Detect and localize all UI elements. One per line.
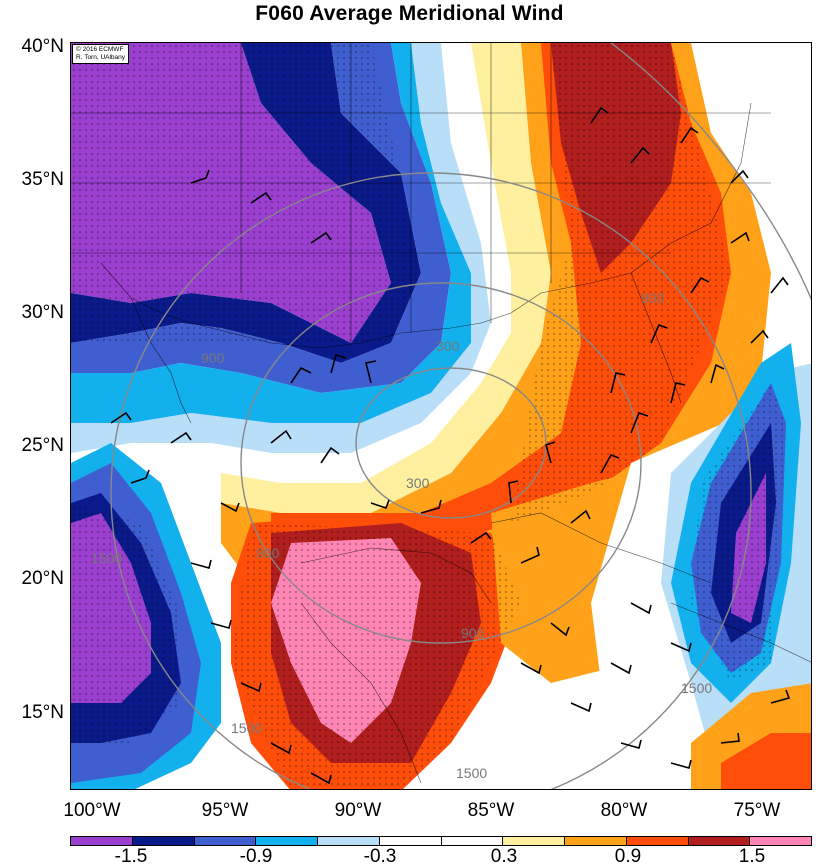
contour-label: 1500 <box>681 680 712 696</box>
colorbar-swatch <box>318 837 380 845</box>
colorbar-swatch <box>688 837 751 845</box>
colorbar-label: 0.3 <box>490 846 518 867</box>
colorbar-label: 1.5 <box>738 846 766 867</box>
lon-label: 85°W <box>467 800 515 821</box>
colorbar-swatch <box>626 837 689 845</box>
contour-label: 300 <box>406 475 430 491</box>
political-boundaries <box>71 43 811 784</box>
colorbar-label: -0.9 <box>239 846 273 867</box>
significance-stipple <box>71 43 786 789</box>
contour-label: 300 <box>436 338 460 354</box>
lat-label: 35°N <box>21 169 64 190</box>
lat-label: 40°N <box>21 36 64 57</box>
contour-label: 900 <box>201 350 225 366</box>
lon-label: 100°W <box>63 800 121 821</box>
lon-label: 95°W <box>201 800 249 821</box>
lat-label: 25°N <box>21 435 64 456</box>
colorbar-swatch <box>441 837 504 845</box>
lat-label: 20°N <box>21 568 64 589</box>
map-title: F060 Average Meridional Wind <box>255 2 564 25</box>
contour-labels: 300 300 900 900 900 1500 1500 1500 900 1… <box>91 290 712 781</box>
colorbar-swatch <box>71 837 133 845</box>
colorbar-swatch <box>132 837 195 845</box>
contour-label: 900 <box>641 290 665 306</box>
lat-label: 30°N <box>21 302 64 323</box>
contour-label: 900 <box>256 545 280 561</box>
lon-label: 80°W <box>600 800 648 821</box>
lon-label: 75°W <box>733 800 781 821</box>
credit-line: © 2016 ECMWF <box>76 46 124 53</box>
lon-label: 90°W <box>334 800 382 821</box>
contour-label: 1500 <box>91 550 122 566</box>
contour-label: 900 <box>461 625 485 641</box>
colorbar-swatch <box>379 837 442 845</box>
wind-barbs <box>110 106 791 785</box>
colorbar-swatch <box>256 837 318 845</box>
colorbar-swatch <box>750 837 811 845</box>
colorbar <box>70 836 812 846</box>
colorbar-swatch <box>503 837 565 845</box>
lat-label: 15°N <box>21 702 64 723</box>
map-panel: 300 300 900 900 900 1500 1500 1500 900 1… <box>70 42 812 790</box>
credit-box: © 2016 ECMWF R. Torn, UAlbany <box>72 44 130 64</box>
contour-label: 1500 <box>231 720 262 736</box>
contour-label: 1500 <box>456 765 487 781</box>
colorbar-swatch <box>194 837 257 845</box>
colorbar-label: 0.9 <box>614 846 642 867</box>
credit-line: R. Torn, UAlbany <box>76 54 126 61</box>
height-contours <box>110 43 811 789</box>
colorbar-label: -1.5 <box>114 846 148 867</box>
colorbar-swatch <box>565 837 627 845</box>
map-canvas: 300 300 900 900 900 1500 1500 1500 900 1… <box>71 43 811 789</box>
colorbar-label: -0.3 <box>363 846 397 867</box>
